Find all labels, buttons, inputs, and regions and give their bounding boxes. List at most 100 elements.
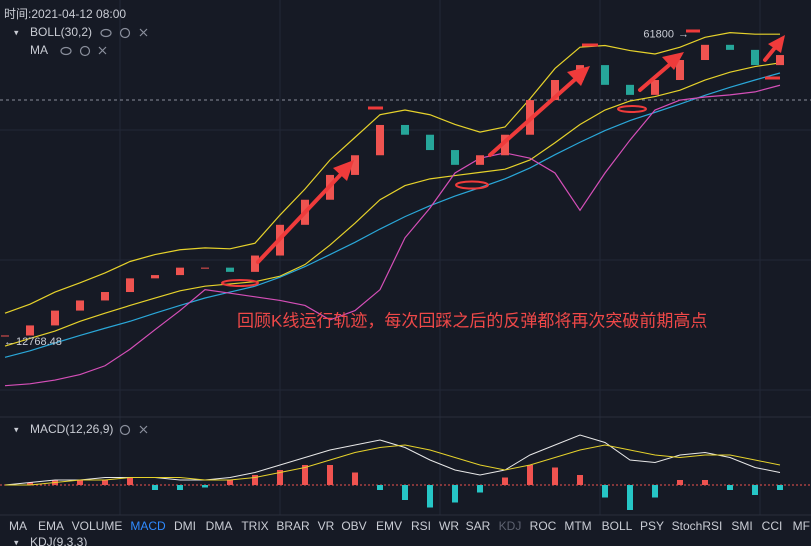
- macd-bar: [127, 477, 133, 485]
- macd-bar: [352, 472, 358, 485]
- candle: [176, 267, 184, 276]
- macd-bar: [77, 480, 83, 485]
- candle: [476, 155, 484, 165]
- indicator-line: [4, 32, 780, 314]
- macd-bar: [577, 475, 583, 485]
- indicator-tab[interactable]: MTM: [564, 519, 591, 533]
- macd-bar: [477, 485, 483, 493]
- indicator-tab[interactable]: EMV: [376, 519, 402, 533]
- candle: [726, 44, 734, 50]
- indicator-label: BOLL(30,2): [30, 25, 92, 39]
- macd-bar: [752, 485, 758, 495]
- price-arrow: →: [678, 29, 689, 41]
- macd-bar: [652, 485, 658, 498]
- macd-bar: [227, 480, 233, 485]
- candle: [76, 300, 84, 311]
- indicator-tab[interactable]: MACD: [130, 519, 166, 533]
- indicator-tab[interactable]: VOLUME: [72, 519, 123, 533]
- macd-bar: [252, 475, 258, 485]
- candle: [226, 267, 234, 272]
- macd-bar: [702, 480, 708, 485]
- candle: [201, 267, 209, 269]
- indicator-tab[interactable]: SMI: [731, 519, 752, 533]
- trend-arrows: [256, 35, 785, 264]
- price-panel: ← 12768.48 61800 →: [1, 29, 784, 387]
- indicator-tab[interactable]: RSI: [411, 519, 431, 533]
- indicator-tab[interactable]: MFI: [793, 519, 811, 533]
- collapse-icon[interactable]: ▾: [14, 424, 19, 434]
- indicator-tab[interactable]: OBV: [341, 519, 366, 533]
- macd-bar: [202, 485, 208, 488]
- candle: [426, 134, 434, 151]
- candle: [376, 124, 384, 156]
- macd-bar: [302, 465, 308, 485]
- collapse-icon[interactable]: ▾: [14, 27, 19, 37]
- price-arrow: ←: [4, 336, 15, 348]
- macd-panel: [0, 434, 811, 510]
- macd-bar: [177, 485, 183, 490]
- indicator-icons[interactable]: [119, 424, 148, 436]
- macd-bar: [677, 480, 683, 485]
- macd-bar: [552, 467, 558, 485]
- indicator-icons[interactable]: [100, 27, 148, 39]
- candle: [651, 80, 659, 95]
- candle: [626, 84, 634, 95]
- indicator-tab[interactable]: DMI: [174, 519, 196, 533]
- indicator-tab[interactable]: MA: [9, 519, 27, 533]
- indicator-icons[interactable]: [60, 45, 107, 57]
- candle: [51, 310, 59, 326]
- candle: [601, 65, 609, 85]
- indicator-line: [4, 62, 781, 347]
- macd-line: [5, 444, 781, 486]
- candle: [776, 55, 784, 66]
- indicator-line: [4, 84, 781, 387]
- indicator-tab[interactable]: DMA: [206, 519, 233, 533]
- indicator-tab[interactable]: PSY: [640, 519, 664, 533]
- collapse-icon[interactable]: ▾: [14, 537, 19, 546]
- indicator-tab[interactable]: SAR: [466, 519, 491, 533]
- candle: [1, 335, 9, 337]
- indicator-tab[interactable]: KDJ: [499, 519, 522, 533]
- indicator-tab[interactable]: BRAR: [276, 519, 310, 533]
- macd-bar: [277, 470, 283, 485]
- markers: [221, 29, 780, 287]
- candle: [126, 278, 134, 293]
- grid: [0, 0, 811, 515]
- macd-bar: [152, 485, 158, 490]
- macd-line: [4, 434, 781, 486]
- time-label: 时间:2021-04-12 08:00: [4, 7, 126, 21]
- macd-bar: [327, 465, 333, 485]
- macd-bar: [402, 485, 408, 500]
- macd-bar: [527, 465, 533, 485]
- macd-bar: [452, 485, 458, 503]
- price-label: 12768.48: [16, 336, 62, 348]
- price-label: 61800: [643, 29, 674, 41]
- indicator-tab[interactable]: TRIX: [241, 519, 268, 533]
- candle: [251, 255, 259, 272]
- indicator-tab[interactable]: CCI: [762, 519, 783, 533]
- indicator-tab[interactable]: BOLL: [602, 519, 633, 533]
- macd-bar: [627, 485, 633, 510]
- annotation: 回顾K线运行轨迹，每次回踩之后的反弹都将再次突破前期高点: [237, 311, 707, 330]
- indicator-label: MA: [30, 43, 48, 57]
- indicator-tab[interactable]: WR: [439, 519, 459, 533]
- indicator-tab[interactable]: StochRSI: [672, 519, 723, 533]
- macd-bar: [777, 485, 783, 490]
- macd-bar: [727, 485, 733, 490]
- indicator-label: MACD(12,26,9): [30, 422, 113, 436]
- indicator-tab[interactable]: ROC: [530, 519, 557, 533]
- macd-bar: [27, 482, 33, 485]
- macd-bar: [427, 485, 433, 508]
- candle: [551, 80, 559, 101]
- indicator-line: [4, 72, 781, 358]
- candle: [501, 134, 509, 156]
- candle: [351, 155, 359, 175]
- macd-bar: [102, 480, 108, 485]
- indicator-tab[interactable]: VR: [318, 519, 335, 533]
- macd-bar: [502, 477, 508, 485]
- macd-bar: [602, 485, 608, 498]
- candle: [101, 292, 109, 301]
- candle: [151, 275, 159, 279]
- indicator-tab[interactable]: EMA: [38, 519, 64, 533]
